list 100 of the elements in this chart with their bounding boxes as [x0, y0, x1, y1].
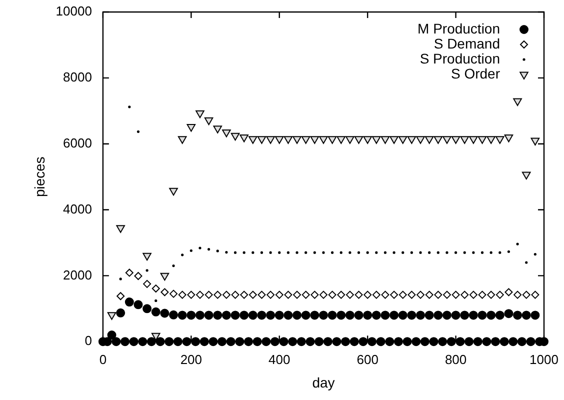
point: [346, 136, 354, 144]
point: [284, 136, 293, 144]
legend-label: S Production: [420, 50, 500, 66]
point: [407, 136, 416, 144]
point: [381, 290, 390, 299]
point: [204, 290, 213, 299]
point: [125, 268, 134, 277]
point: [152, 284, 160, 293]
point: [513, 98, 522, 106]
point: [266, 136, 275, 144]
point: [301, 136, 310, 144]
point: [134, 272, 142, 280]
point: [434, 136, 443, 144]
point: [372, 136, 381, 144]
point: [240, 134, 248, 142]
point: [319, 290, 328, 299]
point: [142, 252, 152, 261]
point: [160, 288, 169, 296]
point: [116, 292, 125, 300]
point: [469, 290, 478, 299]
point: [398, 136, 408, 144]
point: [425, 290, 434, 299]
point: [416, 136, 425, 144]
point: [302, 290, 310, 299]
y-tick-label: 0: [84, 333, 92, 348]
point: [346, 290, 354, 299]
point: [504, 134, 514, 142]
point: [451, 136, 460, 144]
point: [364, 290, 372, 299]
point: [487, 290, 496, 299]
point: [196, 110, 204, 118]
point: [187, 290, 196, 299]
point: [390, 290, 398, 299]
point: [151, 332, 160, 341]
point: [530, 138, 540, 146]
point: [514, 290, 522, 299]
point: [274, 136, 284, 144]
point: [434, 290, 442, 299]
x-tick-label: 800: [444, 352, 467, 367]
point: [214, 290, 222, 299]
point: [204, 117, 214, 126]
point: [196, 290, 204, 299]
point: [416, 290, 425, 299]
point: [522, 290, 530, 299]
point: [178, 290, 186, 299]
y-tick-label: 2000: [63, 267, 92, 282]
point: [504, 288, 513, 296]
point: [293, 290, 302, 299]
point: [248, 290, 257, 299]
point: [408, 290, 416, 299]
y-tick-label: 4000: [63, 201, 92, 216]
point: [328, 290, 336, 299]
point: [266, 290, 275, 299]
point: [275, 290, 284, 299]
point: [496, 290, 504, 299]
point: [230, 132, 240, 141]
point: [257, 136, 266, 144]
point: [186, 124, 196, 132]
point: [337, 290, 346, 299]
point: [469, 136, 478, 144]
y-tick-label: 6000: [63, 135, 92, 150]
point: [531, 290, 540, 299]
point: [222, 290, 230, 299]
point: [231, 290, 240, 299]
point: [248, 136, 258, 144]
x-tick-label: 400: [268, 352, 290, 367]
point: [442, 136, 452, 144]
point: [478, 290, 486, 299]
y-tick-label: 10000: [56, 4, 92, 19]
legend-label: M Production: [418, 20, 500, 36]
point: [442, 290, 451, 299]
point: [522, 172, 531, 180]
x-tick-label: 1000: [530, 352, 558, 367]
point: [213, 126, 222, 134]
legend-label: S Demand: [434, 35, 500, 52]
x-tick-label: 0: [99, 352, 107, 367]
point: [390, 136, 398, 144]
point: [363, 136, 372, 144]
point: [496, 136, 504, 144]
point: [292, 136, 302, 144]
point: [310, 290, 319, 299]
point: [380, 136, 390, 144]
point: [319, 136, 328, 144]
point: [354, 136, 364, 144]
point: [372, 290, 380, 299]
point: [107, 312, 116, 320]
point: [478, 136, 487, 144]
point: [336, 136, 346, 144]
point: [486, 136, 496, 144]
point: [258, 290, 266, 299]
point: [460, 136, 470, 144]
point: [452, 290, 460, 299]
point: [170, 290, 178, 298]
point: [354, 290, 363, 299]
x-tick-label: 200: [180, 352, 202, 367]
point: [460, 290, 469, 299]
x-tick-label: 600: [356, 352, 378, 367]
legend-label: S Order: [450, 65, 500, 82]
point: [424, 136, 434, 144]
point: [160, 272, 170, 281]
